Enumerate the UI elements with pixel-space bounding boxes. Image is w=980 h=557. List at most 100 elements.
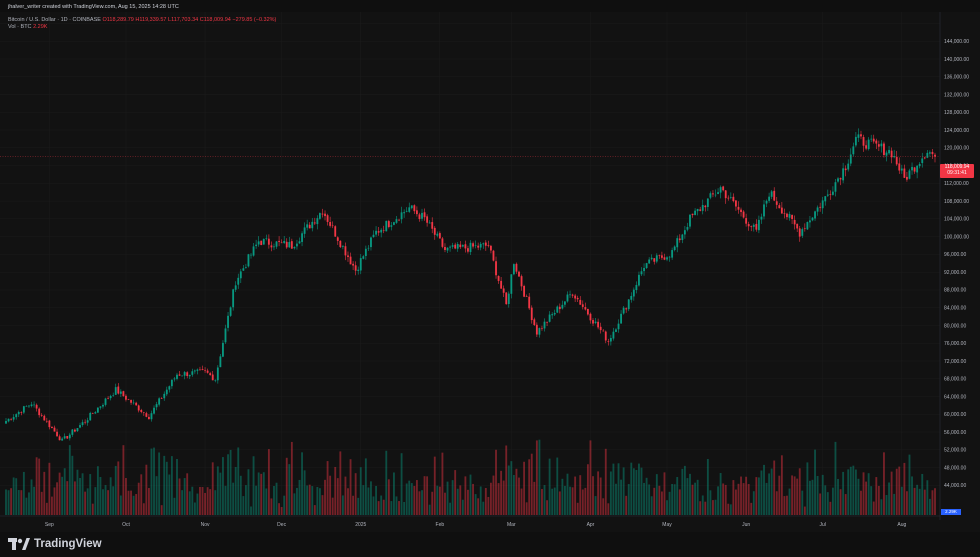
volume-bar — [804, 507, 806, 515]
volume-bar — [77, 470, 79, 515]
price-chart[interactable]: 144,000.00 140,000.00 136,000.00 132,000.00… — [0, 12, 980, 532]
candle-body — [842, 168, 844, 180]
volume-bar — [671, 484, 673, 515]
volume-bar — [865, 482, 867, 515]
candle-body — [735, 200, 737, 206]
volume-bar — [327, 461, 329, 515]
volume-bar — [176, 459, 178, 515]
volume-bar — [717, 486, 719, 515]
candle-body — [835, 182, 837, 192]
price-tick-label: 140,000.00 — [944, 57, 969, 63]
volume-bar — [219, 473, 221, 515]
candle-body — [396, 219, 398, 223]
volume-bar — [549, 459, 551, 515]
candle-body — [886, 153, 888, 156]
candle-body — [643, 268, 645, 271]
candle-body — [179, 374, 181, 375]
volume-bar — [10, 488, 12, 515]
volume-bar — [380, 496, 382, 515]
candle-body — [518, 272, 520, 277]
volume-bar — [373, 496, 375, 515]
candle-body — [250, 255, 252, 256]
price-tick-label: 52,000.00 — [944, 448, 966, 454]
symbol-name[interactable]: Bitcoin / U.S. Dollar · 1D · COINBASE — [8, 17, 101, 23]
candle-body — [33, 405, 35, 406]
candle-body — [235, 285, 237, 289]
volume-bar — [449, 503, 451, 515]
candle-body — [875, 141, 877, 144]
candle-body — [401, 212, 403, 219]
price-tick-label: 124,000.00 — [944, 128, 969, 134]
volume-bar — [362, 485, 364, 515]
volume-bar — [426, 476, 428, 515]
candle-body — [709, 193, 711, 197]
candle-body — [498, 276, 500, 281]
candle-body — [855, 137, 857, 146]
volume-bar — [778, 476, 780, 515]
candle-body — [355, 265, 357, 270]
volume-bar — [755, 477, 757, 515]
volume-bar — [791, 475, 793, 515]
time-tick-label: Jul — [820, 522, 826, 528]
volume-bar — [41, 492, 43, 515]
candle-body — [13, 417, 15, 419]
candle-body — [635, 285, 637, 290]
candle-body — [140, 410, 142, 412]
candle-body — [380, 230, 382, 233]
volume-bar — [350, 459, 352, 515]
candle-body — [449, 247, 451, 248]
candle-body — [444, 247, 446, 250]
candle-body — [125, 396, 127, 400]
volume-bar — [408, 481, 410, 515]
candle-body — [574, 296, 576, 299]
candle-body — [814, 211, 816, 218]
volume-bar — [367, 487, 369, 515]
volume-bar — [587, 464, 589, 515]
volume-bar — [845, 494, 847, 515]
candle-body — [447, 248, 449, 251]
candle-body — [112, 395, 114, 396]
candle-body — [503, 288, 505, 292]
volume-bar — [692, 485, 694, 515]
ohlc-open: O118,289.79 — [102, 17, 133, 23]
candle-body — [452, 245, 454, 247]
candle-body — [79, 425, 81, 427]
time-tick-label: Feb — [436, 522, 445, 528]
volume-bar — [253, 456, 255, 515]
volume-bar — [133, 496, 135, 515]
volume-bar — [204, 493, 206, 515]
volume-bar — [544, 485, 546, 515]
candle-body — [411, 205, 413, 208]
candle-body — [59, 436, 61, 440]
volume-bar — [595, 496, 597, 515]
candle-body — [893, 156, 895, 157]
volume-bar — [151, 449, 153, 515]
volume-bar — [646, 478, 648, 515]
volume-bar — [485, 488, 487, 515]
volume-bar — [273, 486, 275, 515]
volume-bar — [579, 475, 581, 515]
volume-bar — [523, 462, 525, 515]
volume-bar — [681, 469, 683, 515]
volume-bar — [743, 483, 745, 515]
price-tick-label: 76,000.00 — [944, 341, 966, 347]
candle-body — [809, 220, 811, 222]
volume-label[interactable]: Vol · BTC — [8, 24, 32, 30]
candlesticks — [5, 128, 936, 440]
volume-bar — [107, 490, 109, 515]
time-tick-label: Aug — [897, 522, 906, 528]
candle-body — [202, 369, 204, 370]
candle-body — [153, 408, 155, 414]
candle-body — [702, 205, 704, 211]
volume-bar — [817, 476, 819, 515]
candle-body — [306, 224, 308, 227]
volume-bar — [28, 492, 30, 515]
candle-body — [531, 308, 533, 320]
volume-bar — [860, 491, 862, 515]
volume-bar — [863, 472, 865, 515]
volume-bar — [771, 469, 773, 515]
candle-body — [138, 405, 140, 410]
volume-bar — [339, 451, 341, 515]
candle-body — [23, 406, 25, 412]
volume-bar — [487, 497, 489, 515]
